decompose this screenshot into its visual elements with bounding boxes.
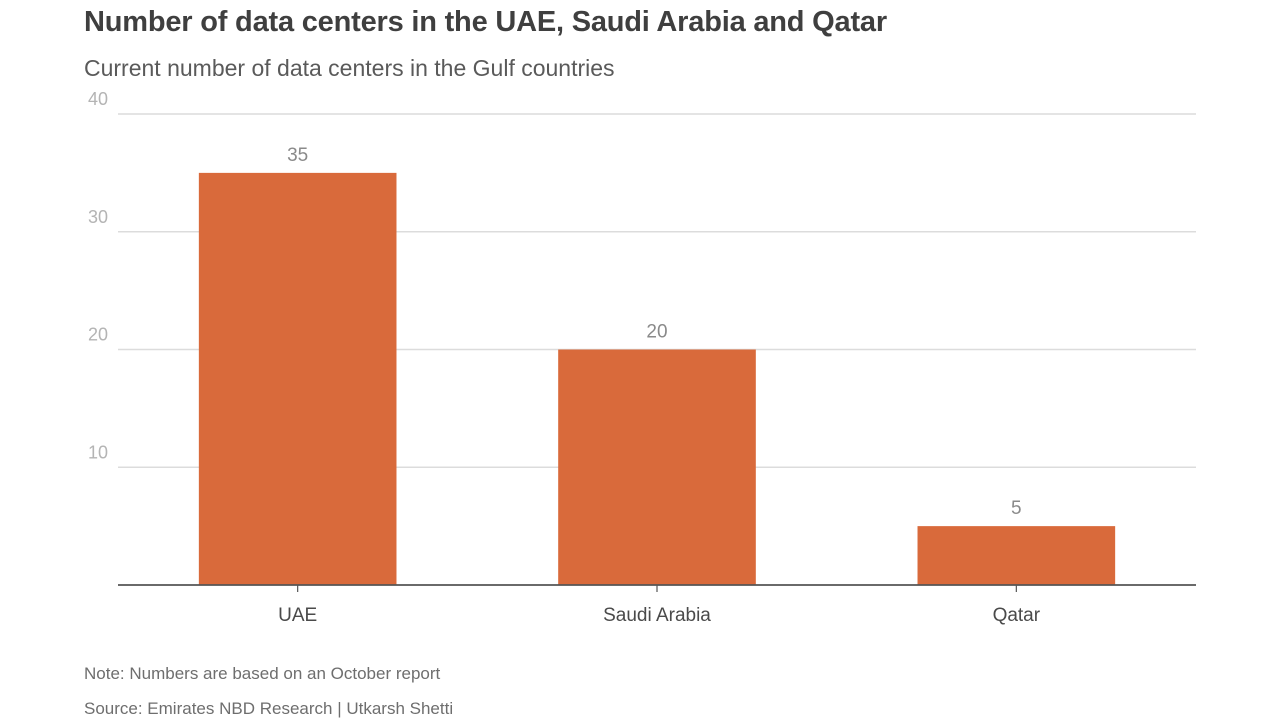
x-tick-label: Qatar — [993, 605, 1041, 626]
bar — [198, 172, 397, 585]
y-tick-label: 20 — [88, 325, 108, 345]
chart-source: Source: Emirates NBD Research | Utkarsh … — [84, 699, 454, 718]
x-tick-label: UAE — [278, 605, 317, 626]
y-tick-label: 10 — [88, 442, 108, 462]
bar — [917, 526, 1116, 585]
y-tick-label: 40 — [88, 89, 108, 109]
chart-title: Number of data centers in the UAE, Saudi… — [84, 6, 887, 38]
data-label: 35 — [287, 145, 308, 166]
bar — [558, 349, 756, 585]
chart-subtitle: Current number of data centers in the Gu… — [84, 55, 615, 81]
chart-note: Note: Numbers are based on an October re… — [84, 664, 441, 683]
data-label: 20 — [646, 322, 667, 343]
data-label: 5 — [1011, 498, 1022, 519]
x-tick-label: Saudi Arabia — [603, 605, 711, 626]
y-tick-label: 30 — [88, 207, 108, 227]
